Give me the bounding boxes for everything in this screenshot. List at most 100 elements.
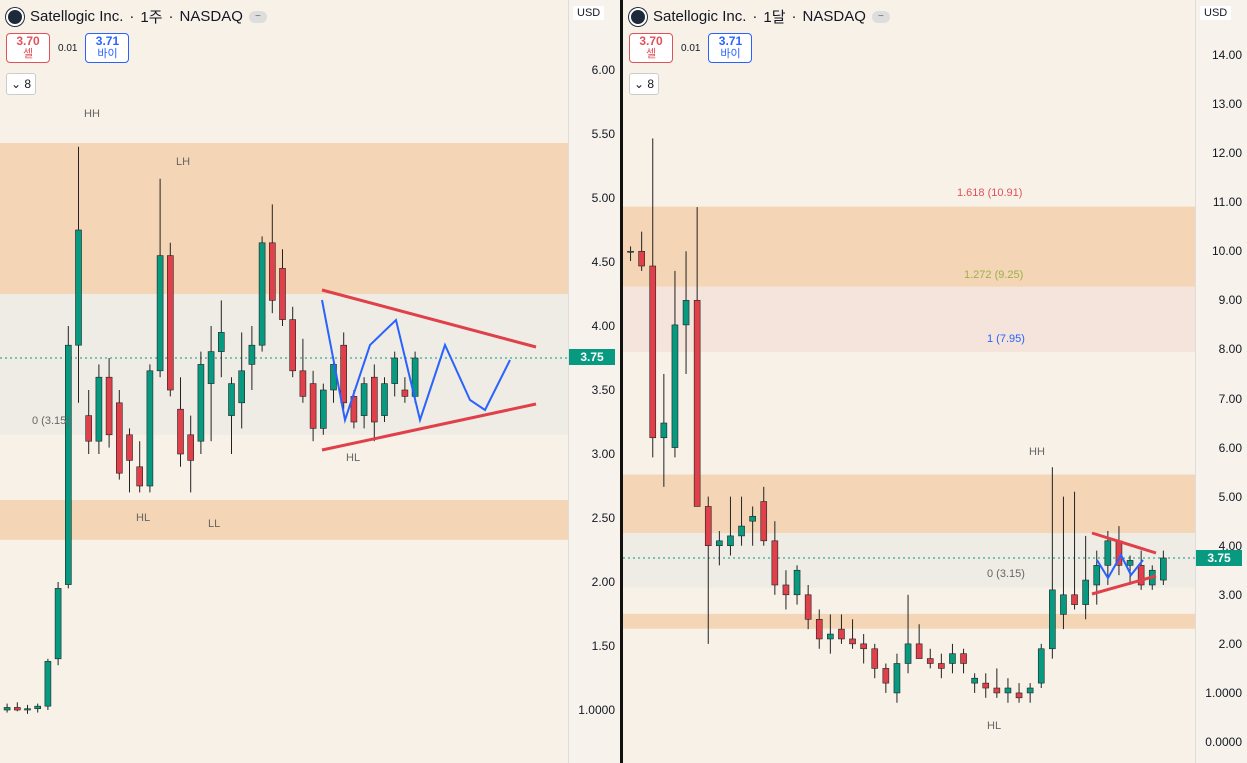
price-tick-label: 12.00 [1211,146,1242,161]
indicators-toggle[interactable]: ⌄ 8 [6,73,36,95]
swing-label: LL [208,518,221,530]
exchange: NASDAQ [802,8,866,25]
candle-body [1093,565,1101,586]
interval[interactable]: 1달 [763,9,786,26]
collapse-legend-button[interactable]: − [871,10,890,23]
candle-body [627,250,634,253]
weekly-chart-plot[interactable] [0,0,568,763]
price-tick-label: 5.00 [591,191,615,205]
candle-body [749,515,756,522]
collapse-legend-button[interactable]: − [248,10,267,23]
candle-body [882,668,890,684]
candle-body [136,466,143,487]
monthly-chart-plot[interactable] [623,0,1195,763]
candle-body [238,370,245,404]
supply-demand-zone [623,613,1195,629]
fib-level-label: 0 (3.15) [987,568,1025,580]
price-tick-label: 3.50 [591,383,615,397]
sell-button[interactable]: 3.70 셀 [629,33,673,63]
price-tick-label: 9.00 [1218,293,1242,308]
candle-body [1015,692,1023,699]
candle-body [340,344,348,404]
candle-body [95,376,103,442]
candle-body [299,370,307,397]
candle-body [401,389,409,397]
candle-body [85,415,92,442]
monthly-chart-pane[interactable]: Satellogic Inc. · 1달 · NASDAQ − 3.70 셀 0.… [623,0,1247,763]
pane-divider[interactable] [620,0,623,763]
candle-body [993,687,1001,694]
fib-level-label: 1.618 (10.91) [957,187,1023,199]
price-axis[interactable]: USD 6.00 5.50 5.00 4.50 4.00 3.50 3.00 2.50 2.00… [568,0,620,763]
price-tick-label: 5.50 [591,127,615,141]
weekly-chart-pane[interactable]: Satellogic Inc. · 1주 · NASDAQ − 3.70 셀 0.… [0,0,620,763]
trendline [321,402,537,452]
candle-body [360,383,368,416]
price-tick-label: 3.00 [591,447,615,461]
candle-body [105,376,113,436]
candle-body [187,434,194,461]
separator: · [791,8,797,25]
candle-body [65,344,72,585]
supply-demand-zone [623,474,1195,533]
price-tick-label: 7.00 [1218,391,1242,406]
candle-body [693,300,701,507]
currency-label[interactable]: USD [573,6,605,20]
interval[interactable]: 1주 [140,9,163,26]
price-tick-label: 2.00 [1218,636,1242,651]
separator: · [752,8,758,25]
candle-body [1037,648,1045,684]
candle-body [44,661,52,707]
candle-body [982,682,990,689]
candle-body [228,383,235,416]
price-axis[interactable]: USD 14.00 13.00 12.00 11.00 10.00 9.00 8.00 7.0… [1195,0,1247,763]
candle-body [218,332,225,352]
sell-button[interactable]: 3.70 셀 [6,33,50,63]
candle-body [116,402,123,474]
price-tick-label: 1.50 [591,639,615,653]
candle-body [167,255,174,391]
trendline [321,288,537,349]
candle-body [1160,557,1167,581]
projection-path [1096,552,1144,580]
candle-body [24,708,31,711]
indicators-toggle[interactable]: ⌄ 8 [629,73,659,95]
price-tick-label: 1.0000 [578,703,615,717]
candle-body [915,643,923,659]
price-tick-label: 0.0000 [1205,735,1242,749]
candle-body [1104,540,1112,566]
candle-body [782,584,790,596]
candle-body [1026,687,1034,694]
candle-body [258,242,266,346]
supply-demand-zone [0,500,568,540]
candle-body [960,653,967,664]
candle-body [771,540,779,586]
price-tick-label: 6.00 [591,63,615,77]
exchange: NASDAQ [179,8,243,25]
projection-path [321,299,511,424]
trendline [1091,574,1157,596]
supply-demand-zone [623,206,1195,287]
candle-body [54,588,62,660]
candle-body [704,506,712,547]
candle-body [838,628,845,640]
buy-button[interactable]: 3.71 바이 [708,33,753,63]
candle-body [1071,594,1078,605]
candle-body [391,357,399,384]
symbol-name[interactable]: Satellogic Inc. [30,8,124,25]
fib-level-label: 1.272 (9.25) [964,269,1024,281]
spread-value: 0.01 [681,42,701,54]
chart-legend: Satellogic Inc. · 1달 · NASDAQ − [629,6,890,27]
symbol-name[interactable]: Satellogic Inc. [653,8,747,25]
candle-body [309,383,317,429]
price-tick-label: 6.00 [1218,440,1242,455]
price-tick-label: 14.00 [1211,48,1242,62]
price-tick-label: 4.00 [1218,538,1242,553]
price-tick-label: 2.00 [591,575,615,589]
swing-label: HH [84,108,100,120]
candle-body [14,707,21,711]
buy-button[interactable]: 3.71 바이 [85,33,130,63]
candle-body [671,324,679,448]
candle-body [738,525,745,537]
currency-label[interactable]: USD [1200,6,1232,20]
